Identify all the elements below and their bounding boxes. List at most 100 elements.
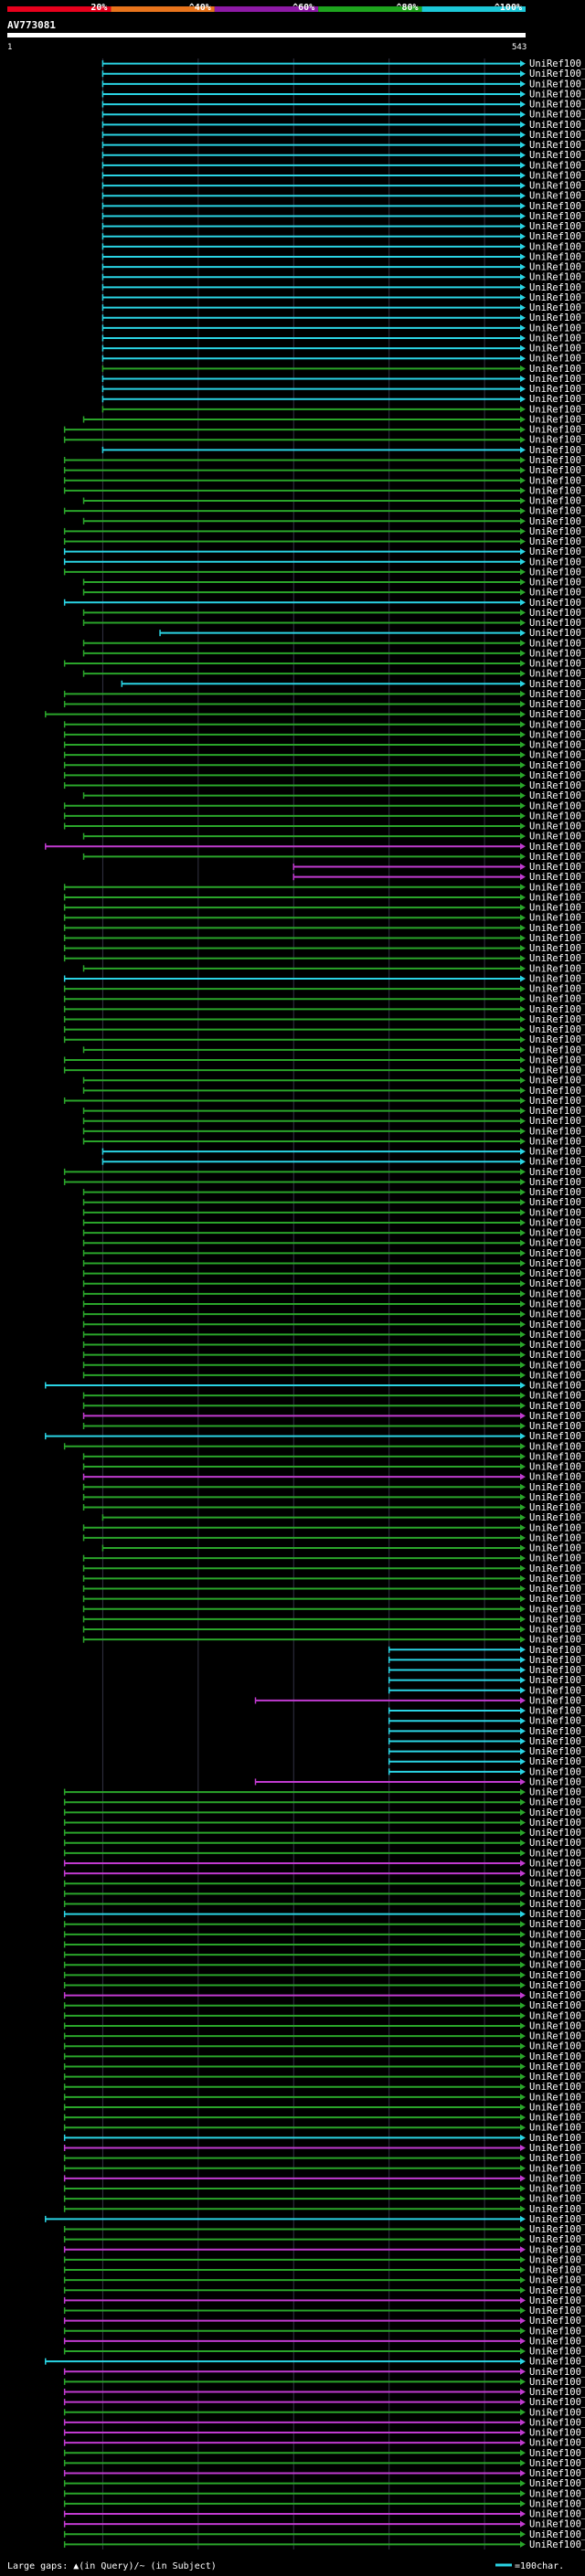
hit-label[interactable]: UniRef100_C3KLW6 xyxy=(529,729,585,740)
hit-label[interactable]: UniRef100_Q7W347 xyxy=(529,1594,585,1605)
hit-label[interactable]: UniRef100_A7MMM8 xyxy=(529,1746,585,1757)
hit-label[interactable]: UniRef100_A6LSM4 xyxy=(529,1543,585,1554)
hit-label[interactable]: UniRef100_A3K626 xyxy=(529,1381,585,1392)
hit-label[interactable]: UniRef100_Q1GEN2 xyxy=(529,526,585,537)
hit-label[interactable]: UniRef100_C7Q4J3 xyxy=(529,2102,585,2113)
hit-label[interactable]: UniRef100_Q5V1C0 xyxy=(529,1919,585,1930)
hit-label[interactable]: UniRef100_C0PMC2 xyxy=(529,354,585,365)
hit-label[interactable]: UniRef100_Q11D46 xyxy=(529,669,585,680)
hit-label[interactable]: UniRef100_A9PJS1 xyxy=(529,272,585,283)
hit-label[interactable]: UniRef100_C3WM93 xyxy=(529,496,585,507)
hit-label[interactable]: UniRef100_UP1000... xyxy=(529,485,585,496)
hit-label[interactable]: UniRef100_Q6KZ68 xyxy=(529,1838,585,1849)
hit-label[interactable]: UniRef100_Q9FYP2 xyxy=(529,292,585,303)
hit-label[interactable]: UniRef100_Q6V1W3 xyxy=(529,130,585,141)
hit-label[interactable]: UniRef100_A6KV12 xyxy=(529,923,585,934)
hit-label[interactable]: UniRef100_D1D2S6 xyxy=(529,638,585,649)
hit-label[interactable]: UniRef100_A4GBL3 xyxy=(529,1268,585,1279)
hit-label[interactable]: UniRef100_Q6V1W6 xyxy=(529,69,585,80)
hit-label[interactable]: UniRef100_A3W724 xyxy=(529,648,585,659)
hit-label[interactable]: UniRef100_A7MMM1 xyxy=(529,1655,585,1666)
hit-label[interactable]: UniRef100_B5YXK7 xyxy=(529,2153,585,2164)
hit-label[interactable]: UniRef100_A4YYL5 xyxy=(529,1330,585,1341)
hit-label[interactable]: UniRef100_A5Z2J9 xyxy=(529,110,585,121)
hit-label[interactable]: UniRef100_UP1000... xyxy=(529,1462,585,1473)
hit-label[interactable]: UniRef100_A9S9Y4 xyxy=(529,404,585,415)
hit-label[interactable]: UniRef100_B2JG03 xyxy=(529,1360,585,1371)
hit-label[interactable]: UniRef100_Q2LTR2 xyxy=(529,1939,585,1950)
hit-label[interactable]: UniRef100_D0DE82 xyxy=(529,994,585,1005)
hit-label[interactable]: UniRef100_A3SJ90 xyxy=(529,1604,585,1615)
hit-label[interactable]: UniRef100_B5JX70 xyxy=(529,770,585,781)
hit-label[interactable]: UniRef100_Q6D8T3 xyxy=(529,425,585,436)
hit-label[interactable]: UniRef100_Q4BQ76 xyxy=(529,1482,585,1493)
hit-label[interactable]: UniRef100_A6N1R4 xyxy=(529,282,585,293)
hit-label[interactable]: UniRef100_B6JG89 xyxy=(529,1391,585,1402)
hit-label[interactable]: UniRef100_Q6K651 xyxy=(529,536,585,547)
hit-label[interactable]: UniRef100_A7MMJ3 xyxy=(529,2082,585,2093)
hit-label[interactable]: UniRef100_A6LJ87 xyxy=(529,2306,585,2316)
hit-label[interactable]: UniRef100_Q6V1W7 xyxy=(529,181,585,192)
hit-label[interactable]: UniRef100_A9I1P5 xyxy=(529,1116,585,1127)
hit-label[interactable]: UniRef100_A6LR12 xyxy=(529,689,585,700)
hit-label[interactable]: UniRef100_A9B911 xyxy=(529,2417,585,2428)
hit-label[interactable]: UniRef100_B2T926 xyxy=(529,1299,585,1310)
hit-label[interactable]: UniRef100_A6E0U0 xyxy=(529,1086,585,1097)
hit-label[interactable]: UniRef100_A0P3D1 xyxy=(529,1512,585,1523)
hit-label[interactable]: UniRef100_Q3S211 xyxy=(529,323,585,334)
hit-label[interactable]: UniRef100_A4F077 xyxy=(529,984,585,995)
hit-label[interactable]: UniRef100_A5FTU3 xyxy=(529,1625,585,1636)
hit-label[interactable]: UniRef100_A8G3S6 xyxy=(529,2519,585,2530)
hit-label[interactable]: UniRef100_B8IKS7 xyxy=(529,516,585,527)
hit-label[interactable]: UniRef100_A4WEC7 xyxy=(529,618,585,629)
hit-label[interactable]: UniRef100_Q2R9A3 xyxy=(529,1807,585,1818)
hit-label[interactable]: UniRef100_C9W746 xyxy=(529,2357,585,2368)
hit-label[interactable]: UniRef100_C0PPQ8 xyxy=(529,302,585,313)
hit-label[interactable]: UniRef100_Q5XP64 xyxy=(529,1248,585,1259)
hit-label[interactable]: UniRef100_A7MMK0 xyxy=(529,2163,585,2174)
hit-label[interactable]: UniRef100_A7MMM3 xyxy=(529,1787,585,1798)
hit-label[interactable]: UniRef100_Q1FHE2 xyxy=(529,709,585,720)
hit-label[interactable]: UniRef100_Q0K213 xyxy=(529,1309,585,1320)
hit-label[interactable]: UniRef100_A6RR82 xyxy=(529,374,585,385)
hit-label[interactable]: UniRef100_A6VV15 xyxy=(529,1157,585,1168)
hit-label[interactable]: UniRef100_A4AWH7 xyxy=(529,2367,585,2378)
hit-label[interactable]: UniRef100_A7MMK1 xyxy=(529,2062,585,2072)
hit-label[interactable]: UniRef100_Q2JU65 xyxy=(529,2387,585,2398)
hit-label[interactable]: UniRef100_A6LPY3 xyxy=(529,862,585,873)
hit-label[interactable]: UniRef100_A5Z2K1 xyxy=(529,89,585,100)
hit-label[interactable]: UniRef100_B8GRQ0 xyxy=(529,455,585,466)
hit-label[interactable]: UniRef100_B6BPY6 xyxy=(529,832,585,843)
hit-label[interactable]: UniRef100_P16421 xyxy=(529,2468,585,2479)
hit-label[interactable]: UniRef100_B7U527 xyxy=(529,150,585,161)
hit-label[interactable]: UniRef100_A4SHF6 xyxy=(529,1278,585,1289)
hit-label[interactable]: UniRef100_A3IL88 xyxy=(529,2397,585,2408)
hit-label[interactable]: UniRef100_A5DQ03 xyxy=(529,2133,585,2144)
hit-label[interactable]: UniRef100_A6FEG7 xyxy=(529,2010,585,2021)
hit-label[interactable]: UniRef100_B2J7V0 xyxy=(529,2316,585,2327)
hit-label[interactable]: UniRef100_Q8KM18 xyxy=(529,475,585,486)
hit-label[interactable]: UniRef100_B9GIG2 xyxy=(529,251,585,262)
hit-label[interactable]: UniRef100_Q6ZF16 xyxy=(529,262,585,273)
hit-label[interactable]: UniRef100_Q5L1V0 xyxy=(529,2539,585,2550)
hit-label[interactable]: UniRef100_B8LKE9 xyxy=(529,394,585,405)
hit-label[interactable]: UniRef100_Q39014 xyxy=(529,1370,585,1381)
hit-label[interactable]: UniRef100_B4VP76 xyxy=(529,2407,585,2418)
hit-label[interactable]: UniRef100_Q1E5C7 xyxy=(529,1909,585,1920)
hit-label[interactable]: UniRef100_Q1978Q4 xyxy=(529,364,585,375)
hit-label[interactable]: UniRef100_Q6V1W4 xyxy=(529,79,585,90)
hit-label[interactable]: UniRef100_C7R5S7 xyxy=(529,2204,585,2215)
hit-label[interactable]: UniRef100_Q4FUM5 xyxy=(529,1207,585,1218)
hit-label[interactable]: UniRef100_Q3W6B3 xyxy=(529,1899,585,1910)
hit-label[interactable]: UniRef100_Q49124 xyxy=(529,201,585,212)
hit-label[interactable]: UniRef100_A4VJ50 xyxy=(529,2377,585,2388)
hit-label[interactable]: UniRef100_A7MMM5 xyxy=(529,1685,585,1696)
hit-label[interactable]: UniRef100_A5FT98 xyxy=(529,1635,585,1646)
hit-label[interactable]: UniRef100_C3QSA7 xyxy=(529,2438,585,2449)
hit-label[interactable]: UniRef100_A3UIB0 xyxy=(529,852,585,863)
hit-label[interactable]: UniRef100_Q5LL83 xyxy=(529,963,585,974)
hit-label[interactable]: UniRef100_B6JSE1 xyxy=(529,822,585,832)
hit-label[interactable]: UniRef100_A7HZE7 xyxy=(529,1167,585,1178)
hit-label[interactable]: UniRef100_B1M9F9 xyxy=(529,800,585,811)
hit-label[interactable]: UniRef100_B9TAG7 xyxy=(529,2275,585,2286)
